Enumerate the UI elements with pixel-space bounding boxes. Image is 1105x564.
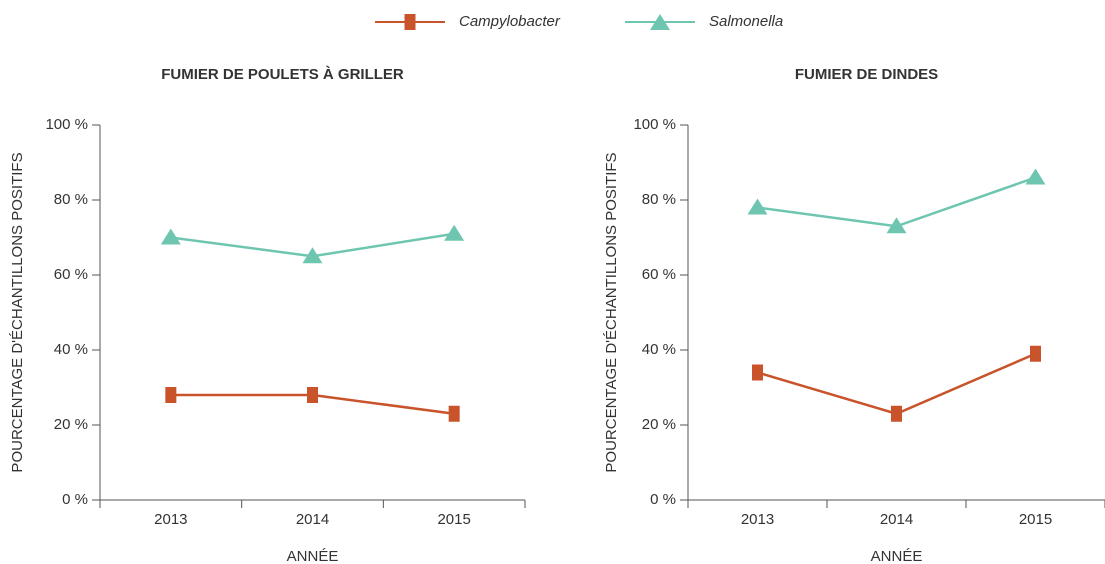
marker <box>448 405 460 422</box>
y-tick-label: 80 % <box>642 191 676 208</box>
y-tick-label: 60 % <box>642 266 676 283</box>
x-tick-label: 2014 <box>296 511 329 528</box>
marker <box>1025 168 1046 185</box>
legend-marker <box>650 14 670 30</box>
y-tick-label: 0 % <box>62 491 88 508</box>
y-tick-label: 60 % <box>54 266 88 283</box>
x-tick-label: 2015 <box>1019 511 1052 528</box>
x-axis-label: ANNÉE <box>287 548 339 564</box>
y-tick-label: 40 % <box>642 341 676 358</box>
y-axis-label: POURCENTAGE D'ÉCHANTILLONS POSITIFS <box>9 152 26 472</box>
x-tick-label: 2013 <box>741 511 774 528</box>
chart-title: FUMIER DE POULETS À GRILLER <box>161 66 404 83</box>
marker <box>160 228 181 245</box>
y-tick-label: 100 % <box>633 116 676 133</box>
x-axis-label: ANNÉE <box>871 548 923 564</box>
y-tick-label: 20 % <box>54 416 88 433</box>
legend-label: Campylobacter <box>459 13 561 30</box>
series-line <box>757 352 1036 416</box>
y-tick-label: 0 % <box>650 491 676 508</box>
y-axis-label: POURCENTAGE D'ÉCHANTILLONS POSITIFS <box>603 152 620 472</box>
marker <box>444 224 465 241</box>
marker <box>752 364 763 381</box>
marker <box>1030 345 1041 362</box>
marker <box>302 247 323 264</box>
x-tick-label: 2015 <box>437 511 470 528</box>
marker <box>307 387 318 403</box>
legend-marker <box>404 14 416 30</box>
marker <box>886 217 907 234</box>
legend-label: Salmonella <box>709 13 783 30</box>
marker <box>747 198 768 215</box>
x-tick-label: 2013 <box>154 511 187 528</box>
marker <box>891 405 902 422</box>
x-tick-label: 2014 <box>880 511 913 528</box>
marker <box>165 387 177 403</box>
y-tick-label: 80 % <box>54 191 88 208</box>
y-tick-label: 100 % <box>45 116 88 133</box>
y-tick-label: 40 % <box>54 341 88 358</box>
y-tick-label: 20 % <box>642 416 676 433</box>
chart-title: FUMIER DE DINDES <box>795 66 938 83</box>
